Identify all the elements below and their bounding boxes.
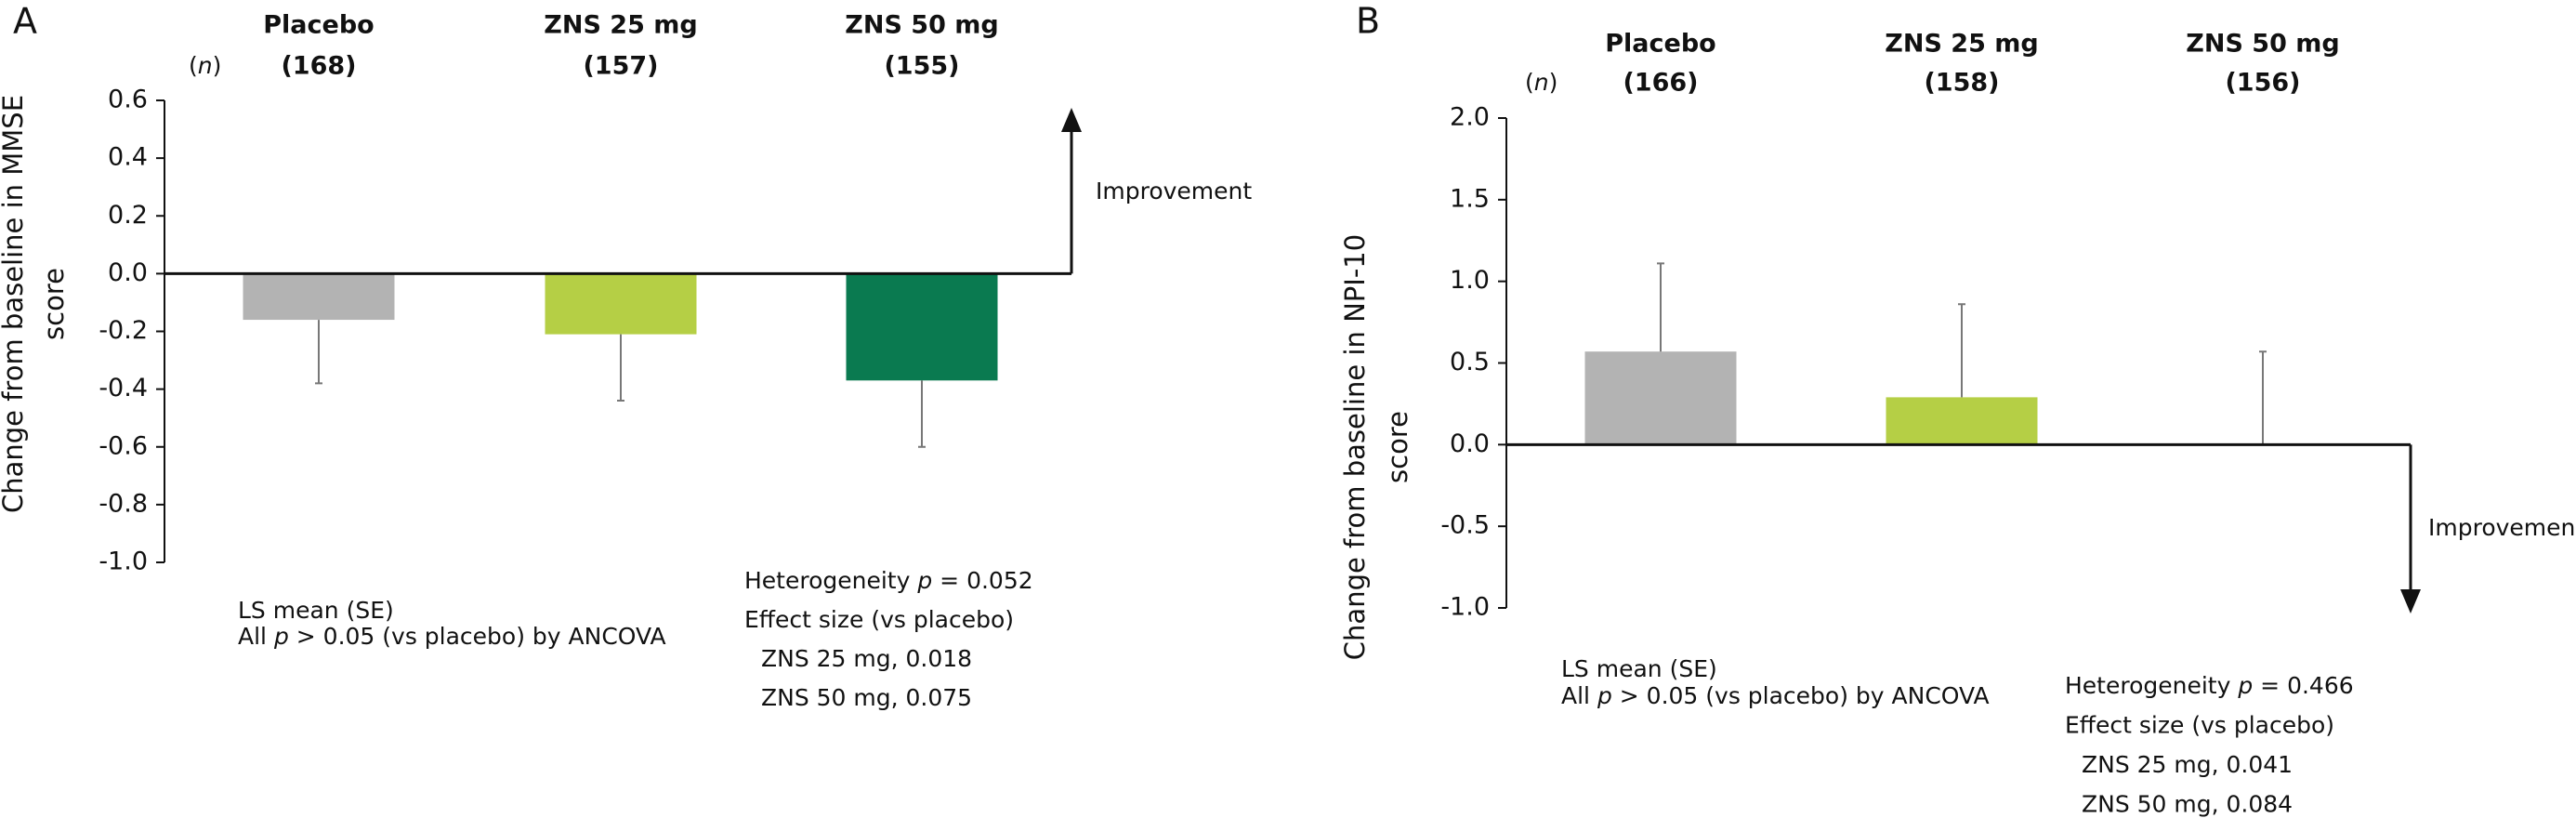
y-tick-label: 0.2	[108, 201, 148, 230]
improvement-label: Improvement	[1096, 178, 1252, 204]
n-header-part: (	[1525, 69, 1534, 96]
note-part: ZNS 50 mg, 0.084	[2082, 791, 2293, 818]
n-header-part: )	[213, 52, 222, 79]
n-header-part: )	[1549, 69, 1558, 96]
n-header: (n)	[1525, 69, 1557, 96]
note: LS mean (SE)	[238, 597, 394, 624]
note: ZNS 25 mg, 0.041	[2082, 751, 2293, 778]
y-tick-label: -0.2	[99, 316, 148, 345]
note-part: ZNS 50 mg, 0.075	[761, 684, 972, 711]
y-tick-label: 2.0	[1450, 103, 1490, 132]
y-tick-label: 0.6	[108, 86, 148, 114]
category-label: ZNS 50 mg	[2186, 30, 2339, 59]
note-part: LS mean (SE)	[1561, 655, 1717, 682]
improvement-arrowhead	[2400, 589, 2421, 614]
panel-label: B	[1356, 1, 1380, 42]
y-axis-label: Change from baseline in MMSE	[0, 95, 29, 513]
note: ZNS 25 mg, 0.018	[761, 645, 972, 672]
n-label: (158)	[1924, 69, 1999, 98]
y-tick-label: 0.0	[1450, 429, 1490, 458]
panel-label: A	[13, 1, 37, 42]
note-part: = 0.466	[2253, 672, 2353, 699]
error-bar	[918, 380, 926, 448]
note-part: Heterogeneity	[2065, 672, 2238, 699]
note-part: p	[916, 567, 932, 594]
y-tick-label: -0.8	[99, 489, 148, 518]
note-part: Heterogeneity	[744, 567, 917, 594]
note: Effect size (vs placebo)	[744, 606, 1014, 633]
y-axis-label: score	[38, 268, 70, 340]
n-header-part: n	[1534, 69, 1549, 96]
n-header: (n)	[189, 52, 221, 79]
bar	[1886, 397, 2038, 445]
error-bar	[1657, 262, 1664, 352]
n-label: (166)	[1623, 69, 1698, 98]
note-part: All	[1561, 682, 1597, 709]
note: All p > 0.05 (vs placebo) by ANCOVA	[1561, 682, 1990, 709]
note: Heterogeneity p = 0.052	[744, 567, 1033, 594]
y-tick-label: 0.4	[108, 143, 148, 172]
note-part: p	[273, 623, 289, 650]
note-part: > 0.05 (vs placebo) by ANCOVA	[1612, 682, 1990, 709]
note-part: ZNS 25 mg, 0.041	[2082, 751, 2293, 778]
note-part: ZNS 25 mg, 0.018	[761, 645, 972, 672]
error-bar	[617, 334, 624, 402]
category-label: ZNS 25 mg	[1885, 30, 2038, 59]
y-axis-label: score	[1382, 411, 1413, 483]
note-part: = 0.052	[932, 567, 1032, 594]
note: Effect size (vs placebo)	[2065, 712, 2334, 739]
y-tick-label: -0.5	[1440, 511, 1490, 540]
bar	[545, 273, 697, 335]
note-part: Effect size (vs placebo)	[2065, 712, 2334, 739]
n-header-part: (	[189, 52, 198, 79]
note-part: > 0.05 (vs placebo) by ANCOVA	[289, 623, 666, 650]
note-part: p	[2237, 672, 2253, 699]
category-label: Placebo	[1605, 30, 1715, 59]
category-label: ZNS 25 mg	[544, 11, 697, 40]
n-header-part: n	[198, 52, 213, 79]
n-label: (155)	[884, 52, 959, 81]
n-label: (157)	[583, 52, 658, 81]
note: ZNS 50 mg, 0.075	[761, 684, 972, 711]
note-part: p	[1597, 682, 1612, 709]
note: ZNS 50 mg, 0.084	[2082, 791, 2293, 818]
y-tick-label: 0.5	[1450, 348, 1490, 376]
improvement-label: Improvement	[2428, 514, 2576, 541]
note: LS mean (SE)	[1561, 655, 1717, 682]
y-tick-label: -0.6	[99, 431, 148, 460]
note-part: LS mean (SE)	[238, 597, 394, 624]
note-part: All	[238, 623, 274, 650]
bar	[1584, 351, 1737, 445]
y-tick-label: -1.0	[99, 548, 148, 576]
improvement-arrowhead	[1061, 108, 1082, 132]
error-bar	[315, 320, 322, 385]
bar	[846, 273, 998, 381]
error-bar	[2259, 350, 2267, 445]
n-label: (156)	[2225, 69, 2300, 98]
category-label: ZNS 50 mg	[845, 11, 998, 40]
y-tick-label: -1.0	[1440, 593, 1490, 622]
note: All p > 0.05 (vs placebo) by ANCOVA	[238, 623, 666, 650]
error-bar	[1958, 303, 1965, 398]
y-tick-label: -0.4	[99, 374, 148, 402]
y-tick-label: 1.0	[1450, 266, 1490, 295]
n-label: (168)	[281, 52, 356, 81]
y-tick-label: 1.5	[1450, 184, 1490, 213]
y-tick-label: 0.0	[108, 258, 148, 287]
category-label: Placebo	[263, 11, 374, 40]
bar	[243, 273, 395, 321]
y-axis-label: Change from baseline in NPI-10	[1339, 234, 1371, 660]
note: Heterogeneity p = 0.466	[2065, 672, 2354, 699]
note-part: Effect size (vs placebo)	[744, 606, 1014, 633]
